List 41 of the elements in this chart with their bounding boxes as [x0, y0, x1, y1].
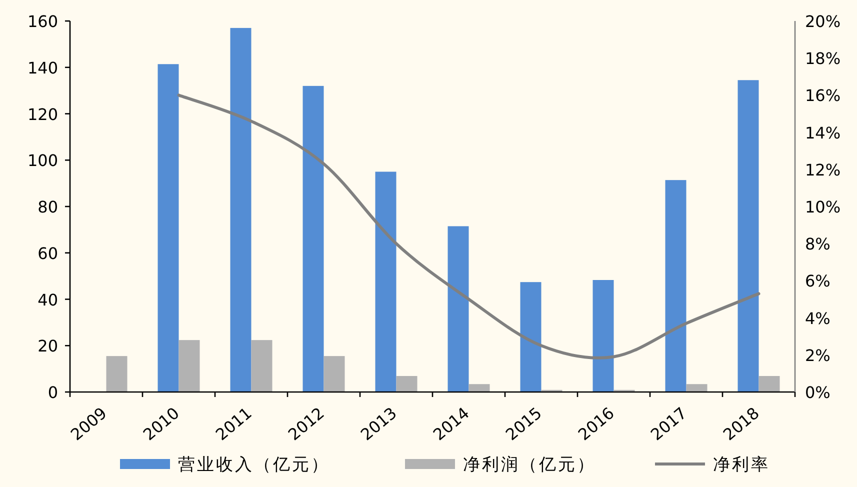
bar [520, 282, 542, 392]
y2-tick-label: 6% [805, 272, 830, 291]
y2-tick-label: 18% [805, 49, 841, 68]
legend-label: 营业收入（亿元） [178, 455, 330, 475]
y-tick-label: 140 [27, 58, 58, 78]
bar [324, 356, 345, 392]
bar [106, 356, 128, 392]
bar [592, 280, 614, 392]
y2-tick-label: 14% [805, 123, 841, 142]
bar [468, 384, 490, 392]
bar [178, 340, 200, 392]
bar [230, 28, 252, 392]
legend-label: 净利润（亿元） [463, 455, 596, 475]
y2-tick-label: 8% [805, 234, 830, 254]
y-tick-label: 100 [27, 151, 58, 170]
bar [396, 376, 418, 392]
y2-tick-label: 16% [805, 86, 841, 106]
bar [158, 64, 179, 392]
y-tick-label: 40 [38, 290, 58, 310]
bar [758, 376, 780, 392]
bar [448, 226, 469, 392]
y-tick-label: 120 [27, 104, 58, 124]
bar [375, 172, 396, 392]
y2-tick-label: 2% [805, 346, 830, 365]
bar [251, 340, 272, 392]
bar [665, 180, 686, 392]
y2-tick-label: 12% [805, 160, 841, 180]
bar [686, 384, 708, 392]
y-tick-label: 80 [38, 198, 58, 216]
y-tick-label: 20 [38, 336, 58, 356]
y2-tick-label: 4% [805, 308, 830, 328]
y2-tick-label: 20% [805, 12, 841, 31]
bar [738, 80, 759, 392]
y-tick-label: 0 [48, 383, 58, 402]
y-tick-label: 160 [27, 12, 58, 31]
y2-tick-label: 10% [805, 198, 841, 216]
y-tick-label: 60 [38, 244, 58, 263]
line-series [177, 94, 760, 360]
legend-label: 净利率 [713, 455, 770, 475]
bar [302, 86, 324, 392]
y2-tick-label: 0% [805, 383, 830, 402]
